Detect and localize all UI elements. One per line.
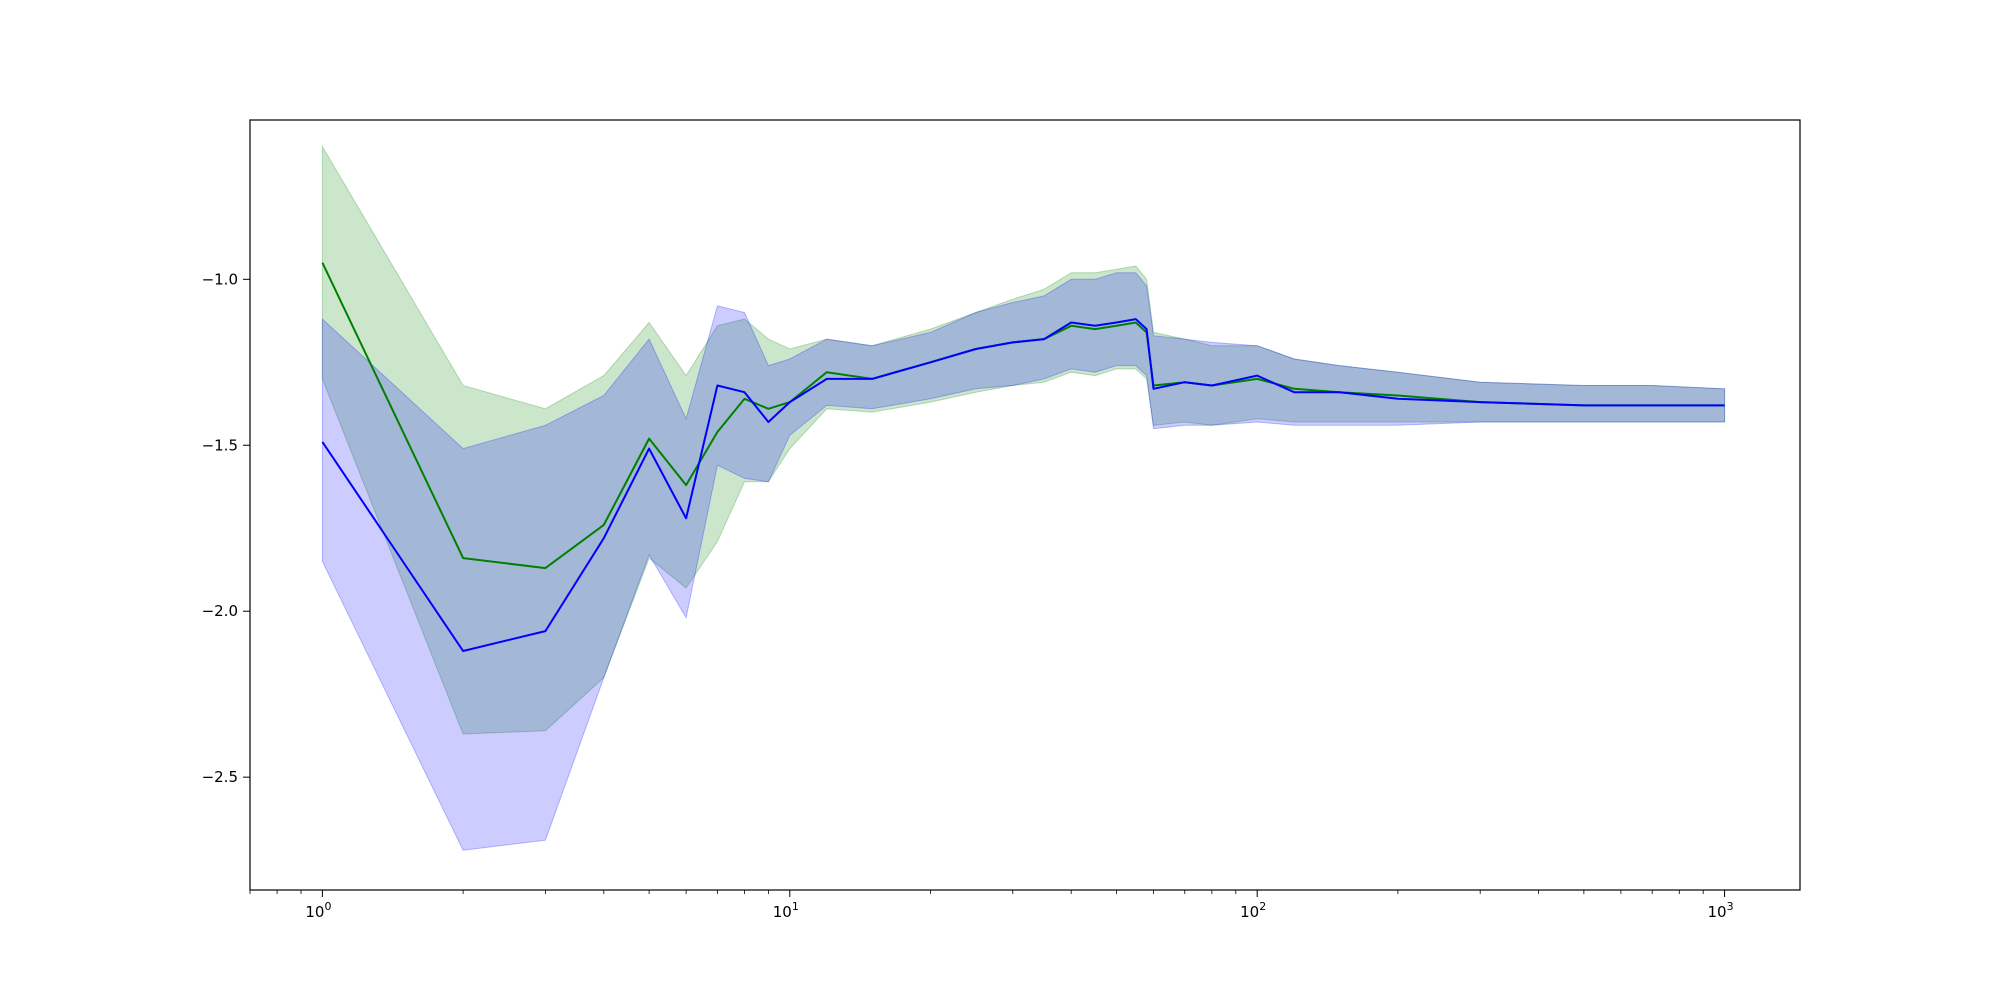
series-1-band — [321, 272, 1726, 851]
series-0-band — [321, 144, 1726, 735]
x-tick-label: 101 — [773, 900, 799, 921]
y-axis: −1.0 −1.5 −2.0 −2.5 — [202, 270, 250, 786]
y-tick-label: −1.0 — [202, 270, 238, 288]
confidence-bands — [321, 144, 1726, 851]
x-axis: 100 101 102 103 — [249, 890, 1734, 921]
y-tick-label: −2.5 — [202, 768, 238, 786]
y-tick-label: −2.0 — [202, 602, 238, 620]
series-lines — [321, 262, 1725, 652]
x-tick-label: 102 — [1240, 900, 1266, 921]
x-tick-label: 103 — [1708, 900, 1734, 921]
series-1-line — [321, 318, 1725, 652]
y-tick-label: −1.5 — [202, 436, 238, 454]
x-tick-label: 100 — [305, 900, 331, 921]
axes-frame — [249, 119, 1801, 891]
plot-area — [321, 144, 1726, 851]
